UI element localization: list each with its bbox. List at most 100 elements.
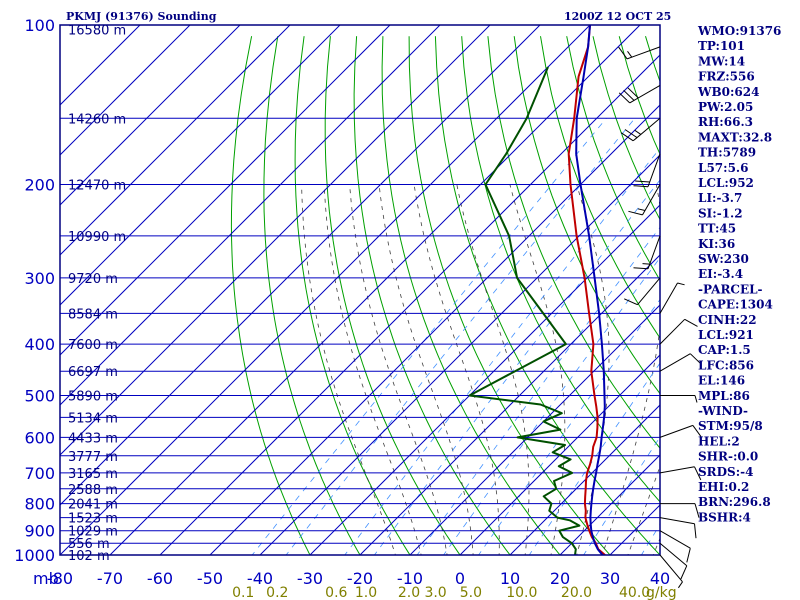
mixing-ratio-label: 10.0: [506, 585, 537, 600]
dry-adiabat: [263, 36, 361, 555]
wind-barb: [659, 554, 683, 589]
temperature-trace: [567, 25, 606, 555]
mixing-ratio-label: 20.0: [561, 585, 592, 600]
index-line: MPL:86: [698, 389, 750, 403]
dry-adiabat: [540, 36, 660, 339]
index-line: CAP:1.5: [698, 343, 751, 357]
index-line: STM:95/8: [698, 419, 763, 433]
wind-barb: [618, 84, 661, 104]
index-line: -PARCEL-: [698, 282, 763, 296]
chart-time: 1200Z 12 OCT 25: [564, 10, 671, 23]
height-label: 16580 m: [68, 24, 126, 39]
index-line: BRN:296.8: [698, 495, 771, 509]
isotherm: [60, 25, 291, 256]
height-label: 12470 m: [68, 179, 126, 194]
index-line: SI:-1.2: [698, 206, 743, 220]
isotherm: [509, 404, 660, 555]
moist-adiabat: [323, 184, 422, 555]
index-line: BSHR:4: [698, 510, 751, 524]
plot-frame: [59, 24, 661, 556]
dry-adiabat: [230, 36, 311, 555]
height-label: 7600 m: [68, 338, 118, 353]
index-line: MAXT:32.8: [698, 130, 772, 144]
isotherm: [60, 25, 341, 306]
pressure-tick-label: 900: [24, 522, 55, 541]
mixing-ratio-label: 2.0: [398, 585, 420, 600]
height-label: 6697 m: [68, 365, 118, 380]
wind-barb: [633, 153, 661, 188]
index-line: SHR-:0.0: [698, 450, 758, 464]
mixing-ratio-label: 1.0: [355, 585, 377, 600]
wind-barbs: [618, 46, 702, 589]
dewpoint-trace: [468, 66, 581, 555]
isotherm: [60, 25, 591, 555]
isotherm: [60, 25, 391, 356]
wind-barb: [659, 466, 702, 481]
index-line: WMO:91376: [697, 24, 781, 38]
isotherm: [60, 25, 441, 406]
dry-adiabat: [566, 36, 660, 282]
moist-adiabat: [301, 184, 396, 555]
wind-barb: [620, 117, 661, 142]
wind-barb: [659, 542, 688, 580]
temperature-tick-label: -60: [147, 569, 173, 588]
temperature-tick-label: -70: [97, 569, 123, 588]
dry-adiabat: [513, 36, 660, 395]
chart-title: PKMJ (91376) Sounding: [66, 10, 217, 23]
moist-adiabat: [413, 184, 500, 555]
pressure-tick-label: 300: [24, 269, 55, 288]
isotherm: [60, 25, 191, 156]
pressure-tick-label: 400: [24, 335, 55, 354]
height-label: 556 m: [68, 537, 110, 552]
dry-adiabat: [487, 36, 660, 450]
traces: [468, 25, 606, 555]
temperature-tick-label: 20: [550, 569, 570, 588]
isotherm: [60, 25, 491, 456]
pressure-tick-label: 700: [24, 464, 55, 483]
index-line: -WIND-: [698, 404, 748, 418]
dry-adiabat: [381, 36, 561, 555]
pressure-tick-label: 1000: [14, 546, 55, 565]
index-line: LI:-3.7: [698, 191, 742, 205]
height-label: 4433 m: [68, 431, 118, 446]
index-line: SRDS:-4: [698, 465, 753, 479]
temperature-tick-label: -20: [347, 569, 373, 588]
moist-adiabat: [456, 184, 530, 555]
dry-adiabat: [294, 36, 411, 555]
index-line: WB0:624: [697, 85, 759, 99]
height-label: 8584 m: [68, 307, 118, 322]
index-line: HEL:2: [698, 434, 740, 448]
index-line: TH:5789: [698, 146, 756, 160]
index-line: EL:146: [698, 374, 745, 388]
isotherm: [109, 25, 641, 555]
temperature-tick-label: -40: [247, 569, 273, 588]
pressure-tick-label: 600: [24, 428, 55, 447]
mixing-ratio-label: 0.6: [325, 585, 347, 600]
temperature-tick-label: 0: [455, 569, 465, 588]
height-label: 5134 m: [68, 411, 118, 426]
background-lines: [60, 25, 660, 555]
isotherm: [409, 304, 660, 555]
height-label: 10990 m: [68, 230, 126, 245]
height-label: 14260 m: [68, 112, 126, 127]
isotherm: [359, 254, 660, 555]
temperature-tick-label: -50: [197, 569, 223, 588]
index-line: CINH:22: [698, 313, 757, 327]
x-axis-label: mb: [33, 569, 59, 588]
moist-adiabat: [576, 184, 610, 555]
index-line: EHI:0.2: [698, 480, 749, 494]
temperature-tick-label: -30: [297, 569, 323, 588]
index-line: EI:-3.4: [698, 267, 743, 281]
temperature-tick-label: 40: [650, 569, 670, 588]
height-label: 3165 m: [68, 467, 118, 482]
wind-barb: [659, 353, 702, 372]
pressure-tick-label: 800: [24, 495, 55, 514]
mixing-ratio-label: 40.0: [619, 585, 650, 600]
temperature-tick-label: 10: [500, 569, 520, 588]
height-label: 2041 m: [68, 498, 118, 513]
height-label: 102 m: [68, 549, 110, 564]
